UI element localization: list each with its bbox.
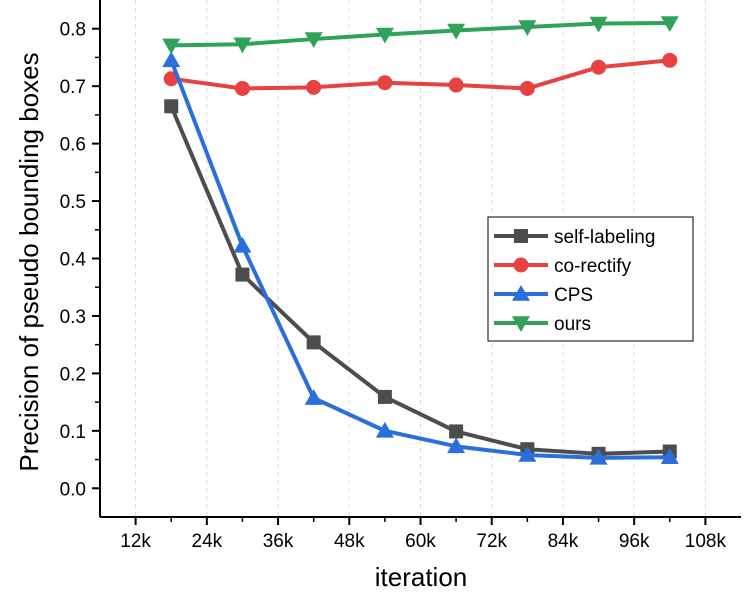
y-tick-label: 0.3 [60, 307, 86, 328]
series-line-co-rectify [170, 58, 670, 91]
y-tick-label: 0.6 [60, 135, 86, 156]
x-tick-label: 12k [120, 531, 151, 552]
x-tick-label: 36k [263, 531, 294, 552]
legend-entry-co-rectify: co-rectify [494, 256, 632, 277]
data-point-cps [447, 437, 466, 454]
x-tick-label: 72k [476, 531, 507, 552]
legend-label: CPS [554, 285, 593, 306]
series-co-rectify [163, 52, 678, 96]
data-point-co-rectify [234, 80, 250, 96]
legend-entry-cps: CPS [494, 285, 593, 306]
data-point-self-labeling [164, 99, 179, 114]
legend-marker-co-rectify [513, 257, 529, 273]
x-tick-label: 24k [192, 531, 223, 552]
y-axis-label: Precision of pseudo bounding boxes [14, 52, 44, 471]
data-point-co-rectify [377, 75, 393, 91]
x-tick-label: 84k [548, 531, 579, 552]
y-tick-label: 0.5 [60, 192, 86, 213]
legend-label: self-labeling [554, 227, 655, 248]
y-tick-label: 0.7 [60, 77, 86, 98]
data-point-ours [162, 38, 181, 55]
data-point-ours [304, 32, 323, 49]
series-ours [162, 16, 679, 55]
x-tick-label: 60k [405, 531, 436, 552]
series-layer [162, 16, 679, 465]
series-line-cps [169, 59, 670, 460]
y-tick-label: 0.2 [60, 364, 86, 385]
data-point-co-rectify [519, 80, 535, 96]
data-point-co-rectify [591, 59, 607, 75]
data-point-co-rectify [306, 79, 322, 95]
data-point-self-labeling [449, 424, 464, 439]
data-point-ours [447, 23, 466, 40]
x-tick-label: 96k [619, 531, 650, 552]
x-tick-label: 108k [685, 531, 727, 552]
y-tick-label: 0.1 [60, 422, 86, 443]
data-point-ours [518, 20, 537, 36]
y-tick-label: 0.8 [60, 20, 86, 41]
data-point-ours [660, 16, 679, 32]
y-tick-label: 0.4 [60, 250, 87, 271]
legend-entry-ours: ours [494, 314, 591, 335]
data-point-cps [660, 448, 679, 465]
data-point-ours [233, 37, 252, 54]
data-point-ours [375, 27, 394, 44]
data-point-self-labeling [377, 389, 392, 404]
legend-marker-self-labeling [514, 229, 528, 243]
data-point-cps [162, 51, 181, 68]
data-point-self-labeling [235, 267, 250, 282]
series-line-ours [171, 20, 670, 48]
y-tick-label: 0.0 [60, 479, 86, 500]
legend: self-labeling co-rectify CPS ours [487, 216, 694, 342]
ticks [92, 27, 707, 525]
data-point-cps [589, 448, 608, 465]
series-cps [162, 51, 679, 465]
data-point-cps [304, 389, 323, 405]
data-point-co-rectify [448, 77, 464, 93]
legend-marker-ours [512, 316, 530, 332]
data-point-cps [518, 445, 537, 462]
x-axis-label: iteration [375, 562, 468, 592]
legend-marker-cps [512, 285, 530, 301]
series-line-self-labeling [169, 105, 670, 456]
legend-label: ours [554, 314, 591, 335]
data-point-cps [375, 421, 394, 438]
data-point-cps [233, 236, 252, 253]
legend-label: co-rectify [554, 256, 632, 277]
tick-labels: 12k 24k 36k 48k 60k 72k 84k 96k 108k 0.0 0.1 0.2 0.3… [60, 20, 727, 552]
legend-entry-self-labeling: self-labeling [494, 227, 655, 248]
data-point-co-rectify [662, 52, 678, 68]
data-point-ours [589, 16, 608, 33]
data-point-self-labeling [306, 335, 321, 350]
x-tick-label: 48k [334, 531, 365, 552]
